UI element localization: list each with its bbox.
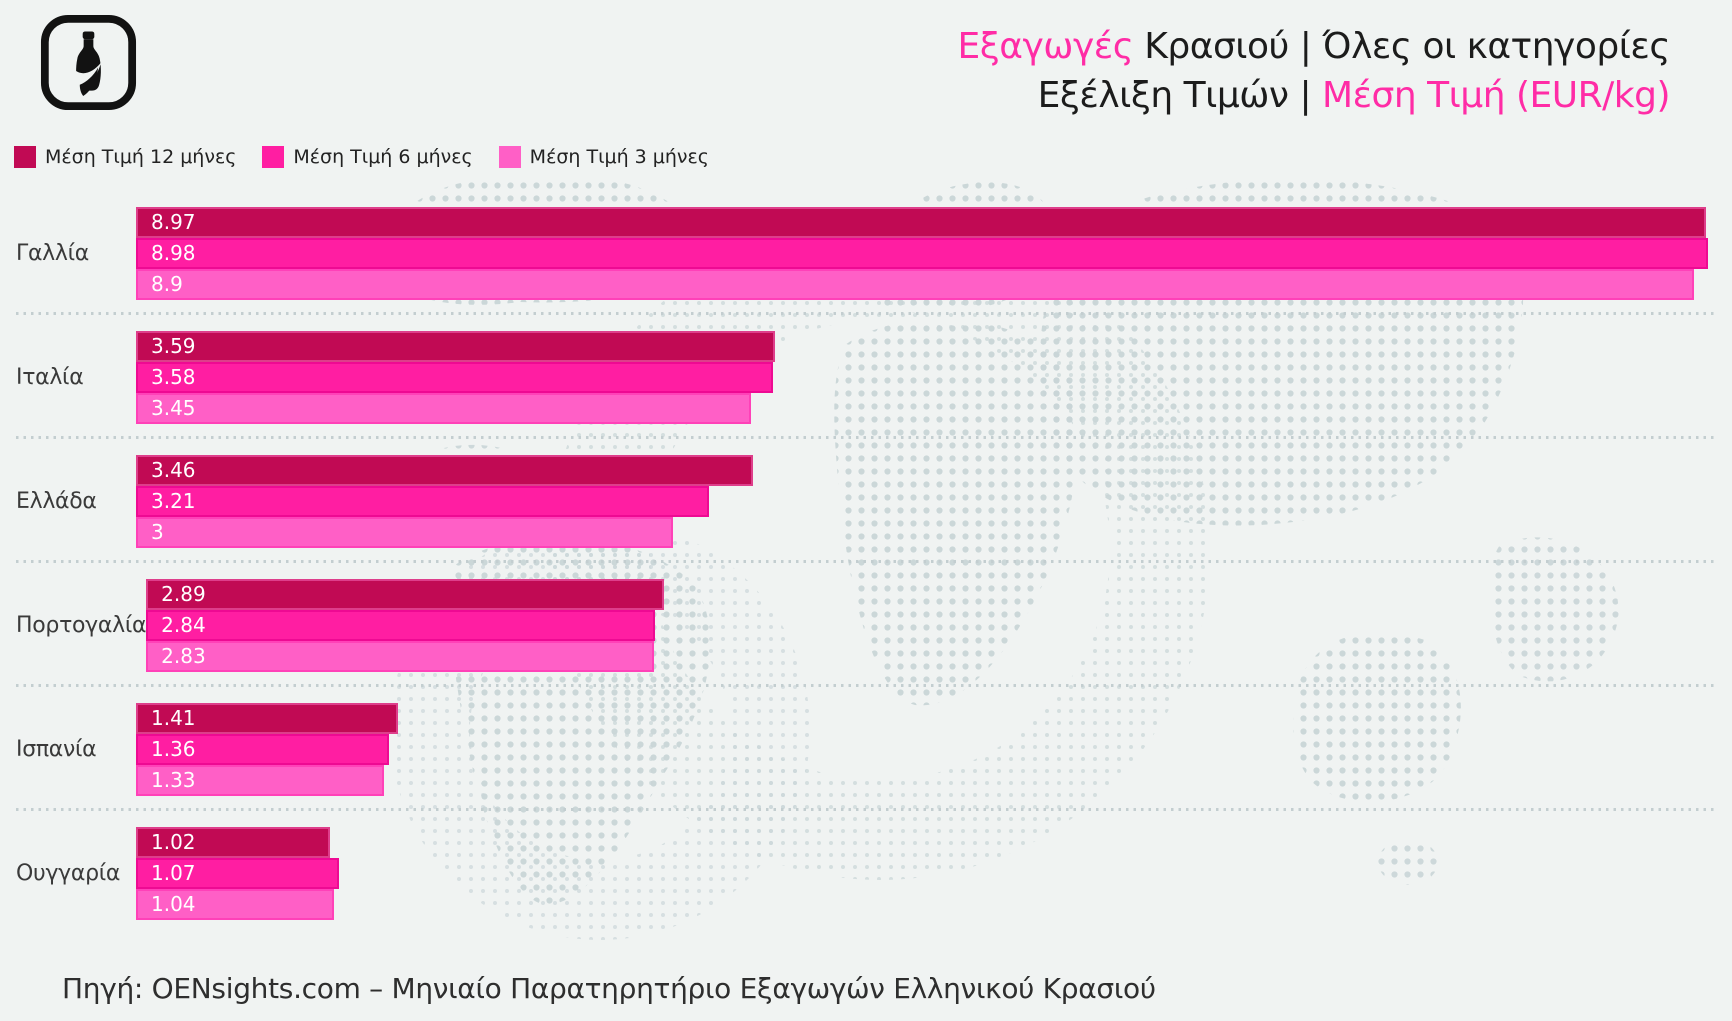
country-label: Ισπανία xyxy=(16,737,97,762)
chart-row: Ιταλία 3.59 3.58 3.45 xyxy=(0,314,1716,439)
bar-Ουγγαρία-Μέση Τιμή 3 μήνες: 1.04 xyxy=(136,889,334,920)
bar-value-label: 8.9 xyxy=(151,272,183,296)
bar-value-label: 1.04 xyxy=(151,892,196,916)
page-title: Εξαγωγές Κρασιού | Όλες οι κατηγορίες Εξ… xyxy=(560,22,1670,120)
bar-Ελλάδα-Μέση Τιμή 12 μήνες: 3.46 xyxy=(136,455,753,486)
legend-swatch-icon xyxy=(14,146,36,168)
bar-Ουγγαρία-Μέση Τιμή 12 μήνες: 1.02 xyxy=(136,827,331,858)
bar-Πορτογαλία-Μέση Τιμή 6 μήνες: 2.84 xyxy=(146,610,656,641)
bar-value-label: 1.07 xyxy=(151,861,196,885)
title-line2-rest: Εξέλιξη Τιμών | xyxy=(1037,75,1323,116)
legend-label: Μέση Τιμή 6 μήνες xyxy=(293,146,473,168)
title-line1-accent: Εξαγωγές xyxy=(957,26,1134,67)
legend-item: Μέση Τιμή 12 μήνες xyxy=(14,146,236,168)
source-attribution: Πηγή: OENsights.com – Μηνιαίο Παρατηρητή… xyxy=(62,972,1156,1005)
chart-row: Ισπανία 1.41 1.36 1.33 xyxy=(0,686,1716,811)
country-label: Γαλλία xyxy=(16,241,89,266)
bar-Ιταλία-Μέση Τιμή 6 μήνες: 3.58 xyxy=(136,362,774,393)
bar-value-label: 1.33 xyxy=(151,768,196,792)
country-label: Ουγγαρία xyxy=(16,861,121,886)
bar-value-label: 1.41 xyxy=(151,706,196,730)
bar-Πορτογαλία-Μέση Τιμή 3 μήνες: 2.83 xyxy=(146,641,654,672)
bar-value-label: 3.21 xyxy=(151,489,196,513)
bar-Ιταλία-Μέση Τιμή 3 μήνες: 3.45 xyxy=(136,393,751,424)
legend-label: Μέση Τιμή 3 μήνες xyxy=(529,146,709,168)
bar-value-label: 8.98 xyxy=(151,241,196,265)
title-line-2: Εξέλιξη Τιμών | Μέση Τιμή (EUR/kg) xyxy=(560,71,1671,120)
wine-bottle-icon xyxy=(73,31,102,96)
chart-row: Πορτογαλία 2.89 2.84 2.83 xyxy=(0,562,1716,687)
bar-Ισπανία-Μέση Τιμή 6 μήνες: 1.36 xyxy=(136,734,390,765)
bar-Ισπανία-Μέση Τιμή 3 μήνες: 1.33 xyxy=(136,765,385,796)
chart-row: Ελλάδα 3.46 3.21 3 xyxy=(0,438,1716,563)
bar-chart: Γαλλία 8.97 8.98 8.9 Ιταλία 3.59 3.58 3.45 Ελλάδ… xyxy=(0,190,1716,934)
legend: Μέση Τιμή 12 μήνες Μέση Τιμή 6 μήνες Μέση … xyxy=(14,146,709,168)
bar-value-label: 8.97 xyxy=(151,210,196,234)
bar-value-label: 3.46 xyxy=(151,458,196,482)
title-line-1: Εξαγωγές Κρασιού | Όλες οι κατηγορίες xyxy=(560,22,1670,71)
legend-item: Μέση Τιμή 3 μήνες xyxy=(498,146,709,168)
bar-value-label: 2.84 xyxy=(161,613,206,637)
bar-value-label: 3.58 xyxy=(151,365,196,389)
bar-value-label: 1.36 xyxy=(151,737,196,761)
legend-label: Μέση Τιμή 12 μήνες xyxy=(45,146,237,168)
title-line1-rest: Κρασιού | Όλες οι κατηγορίες xyxy=(1133,26,1670,67)
legend-swatch-icon xyxy=(498,146,521,168)
bar-Πορτογαλία-Μέση Τιμή 12 μήνες: 2.89 xyxy=(146,579,665,610)
bar-Ισπανία-Μέση Τιμή 12 μήνες: 1.41 xyxy=(136,703,398,734)
bar-Γαλλία-Μέση Τιμή 3 μήνες: 8.9 xyxy=(136,269,1694,300)
bar-value-label: 2.83 xyxy=(161,644,206,668)
chart-row: Γαλλία 8.97 8.98 8.9 xyxy=(0,190,1716,315)
bar-Ελλάδα-Μέση Τιμή 3 μήνες: 3 xyxy=(136,517,673,548)
country-label: Ελλάδα xyxy=(16,489,97,514)
bar-value-label: 3.59 xyxy=(151,334,196,358)
legend-item: Μέση Τιμή 6 μήνες xyxy=(262,146,473,168)
chart-row: Ουγγαρία 1.02 1.07 1.04 xyxy=(0,810,1716,934)
bar-value-label: 3 xyxy=(151,520,164,544)
bar-Ουγγαρία-Μέση Τιμή 6 μήνες: 1.07 xyxy=(136,858,340,889)
bar-Γαλλία-Μέση Τιμή 6 μήνες: 8.98 xyxy=(136,238,1708,269)
country-label: Ιταλία xyxy=(16,365,84,390)
bar-Γαλλία-Μέση Τιμή 12 μήνες: 8.97 xyxy=(136,207,1706,238)
country-label: Πορτογαλία xyxy=(16,613,147,638)
bar-value-label: 1.02 xyxy=(151,830,196,854)
wine-bottle-logo xyxy=(40,14,137,111)
bar-Ιταλία-Μέση Τιμή 12 μήνες: 3.59 xyxy=(136,331,776,362)
bar-Ελλάδα-Μέση Τιμή 6 μήνες: 3.21 xyxy=(136,486,710,517)
bar-value-label: 3.45 xyxy=(151,396,196,420)
title-line2-accent: Μέση Τιμή (EUR/kg) xyxy=(1322,75,1670,116)
bar-value-label: 2.89 xyxy=(161,582,206,606)
legend-swatch-icon xyxy=(262,146,285,168)
